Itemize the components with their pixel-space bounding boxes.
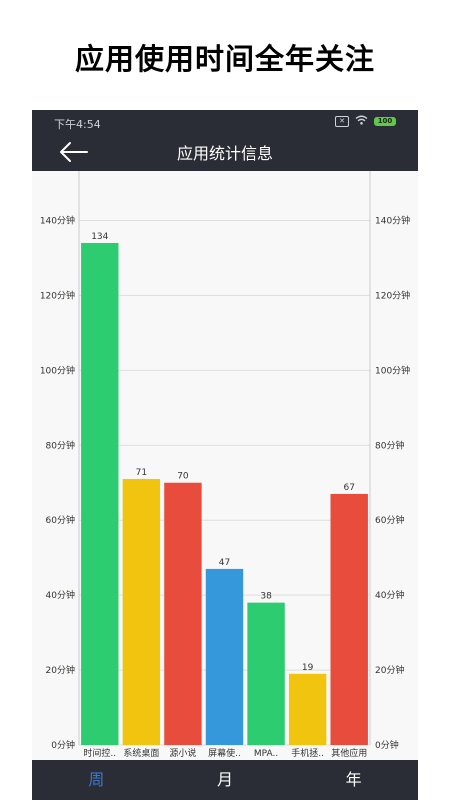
- y-tick-label-left: 140分钟: [40, 214, 75, 226]
- bar-value-label: 71: [136, 468, 147, 478]
- y-tick-label-right: 100分钟: [375, 364, 410, 376]
- x-category-label: 屏幕使..: [208, 747, 241, 759]
- status-time: 下午4:54: [54, 118, 101, 131]
- y-tick-label-right: 60分钟: [375, 514, 404, 526]
- back-button[interactable]: [58, 140, 90, 164]
- y-tick-label-left: 120分钟: [40, 289, 75, 301]
- tab-bar: 周 月 年: [32, 760, 418, 800]
- y-tick-label-right: 120分钟: [375, 289, 410, 301]
- y-tick-label-left: 40分钟: [46, 589, 75, 601]
- y-tick-label-right: 140分钟: [375, 214, 410, 226]
- bar-value-label: 19: [302, 663, 314, 673]
- bar-value-label: 67: [343, 483, 354, 493]
- chart-svg: 0分钟 0分钟 20分钟 20分钟 40分钟 40分钟 60分钟 60分钟 80分钟 80分钟 10…: [40, 171, 410, 759]
- sim-icon: ✕: [335, 115, 349, 127]
- y-tick-label-left: 0分钟: [51, 739, 75, 751]
- tab-month[interactable]: 月: [217, 770, 234, 789]
- x-category-label: 系统桌面: [123, 747, 159, 759]
- y-tick-label-left: 100分钟: [40, 364, 75, 376]
- chart-bar: [205, 568, 244, 745]
- y-tick-label-right: 40分钟: [375, 589, 404, 601]
- y-tick-label-right: 0分钟: [375, 739, 399, 751]
- chart-bar: [288, 673, 327, 745]
- page-headline: 应用使用时间全年关注: [74, 42, 375, 76]
- bar-value-label: 134: [91, 232, 108, 242]
- status-icons: ✕ 100: [335, 115, 396, 127]
- tab-week[interactable]: 周: [88, 770, 105, 789]
- x-category-label: MPA..: [254, 749, 278, 759]
- usage-bar-chart: 0分钟 0分钟 20分钟 20分钟 40分钟 40分钟 60分钟 60分钟 80分钟 80分钟 10…: [32, 171, 418, 760]
- y-tick-label-left: 80分钟: [46, 439, 75, 451]
- chart-bar: [81, 242, 119, 745]
- y-tick-label-left: 60分钟: [46, 514, 75, 526]
- app-bar-title: 应用统计信息: [176, 144, 273, 163]
- x-category-label: 时间控..: [83, 747, 116, 759]
- wifi-icon: [355, 115, 368, 127]
- chart-bar: [247, 602, 285, 745]
- status-bar: 下午4:54 ✕ 100: [32, 110, 418, 132]
- y-tick-label-right: 20分钟: [375, 664, 404, 676]
- tab-year[interactable]: 年: [345, 770, 362, 789]
- chart-bar: [164, 482, 202, 745]
- bar-value-label: 70: [177, 472, 189, 482]
- chart-bar: [330, 493, 368, 745]
- chart-bar: [122, 478, 161, 745]
- x-category-label: 手机拯..: [291, 747, 324, 759]
- phone-screen: 下午4:54 ✕ 100 应用统计信息 0分钟 0分钟 20分钟 20分钟 40分钟 40…: [32, 110, 418, 800]
- arrow-left-icon: [60, 142, 88, 162]
- bar-value-label: 47: [219, 558, 230, 568]
- y-tick-label-left: 20分钟: [46, 664, 75, 676]
- x-category-label: 其他应用: [331, 747, 367, 759]
- app-bar: 应用统计信息: [32, 132, 418, 171]
- x-category-label: 源小说: [169, 747, 196, 759]
- battery-icon: 100: [374, 116, 396, 126]
- bar-value-label: 38: [260, 592, 272, 602]
- y-tick-label-right: 80分钟: [375, 439, 404, 451]
